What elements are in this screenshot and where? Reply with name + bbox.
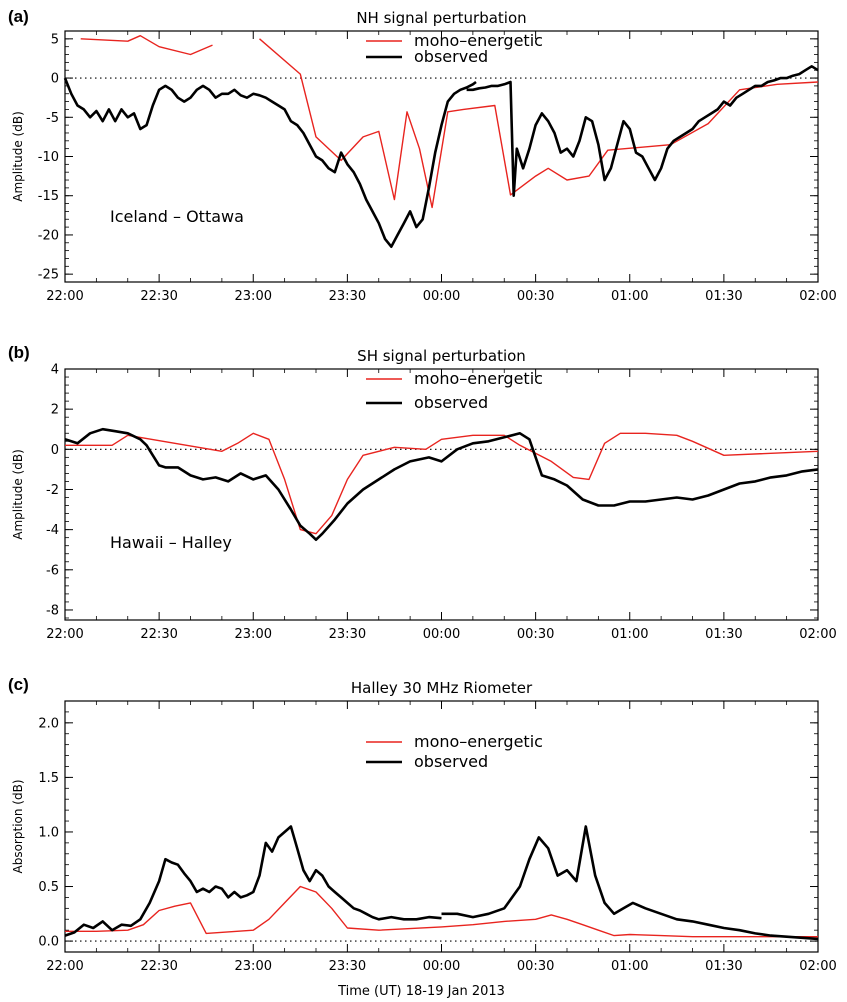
y-tick-label: 5: [51, 32, 59, 47]
x-tick-label: 01:00: [611, 289, 648, 304]
y-tick-label: 1.0: [38, 825, 59, 840]
legend-entry: mono–energetic: [414, 732, 543, 751]
y-tick-label: -6: [46, 563, 59, 578]
y-tick-label: -8: [46, 603, 59, 618]
path-annotation: Hawaii – Halley: [110, 533, 232, 552]
panel-title: NH signal perturbation: [356, 9, 526, 27]
panel-title: SH signal perturbation: [357, 347, 526, 365]
x-tick-label: 01:00: [611, 627, 648, 642]
mono-energetic-series-line: [65, 432, 819, 535]
y-axis-label: Amplitude (dB): [11, 449, 25, 540]
x-axis-label: Time (UT) 18-19 Jan 2013: [337, 984, 505, 999]
y-tick-label: 1.5: [38, 771, 59, 786]
x-tick-label: 23:00: [235, 959, 272, 974]
panel-2: (c) Halley 30 MHz Riometer Absorption (dB)…: [8, 675, 837, 974]
legend-entry: mono–energetic: [414, 369, 543, 388]
x-tick-label: 22:30: [140, 627, 177, 642]
path-annotation: Iceland – Ottawa: [110, 207, 244, 226]
x-tick-label: 00:00: [423, 627, 460, 642]
y-tick-label: 2.0: [38, 716, 59, 731]
mono-energetic-series-line: [259, 38, 819, 209]
x-tick-label: 22:00: [46, 959, 83, 974]
plot-frame: [64, 30, 819, 283]
x-tick-label: 01:00: [611, 959, 648, 974]
y-tick-label: -25: [38, 268, 59, 283]
mono-energetic-series-line: [80, 35, 213, 56]
y-tick-label: -20: [38, 228, 59, 243]
x-tick-label: 00:30: [517, 959, 554, 974]
x-tick-label: 23:30: [329, 959, 366, 974]
x-tick-label: 22:00: [46, 627, 83, 642]
legend-entry: observed: [414, 47, 488, 66]
x-tick-label: 22:30: [140, 959, 177, 974]
x-tick-label: 02:00: [799, 627, 836, 642]
x-tick-label: 23:00: [235, 627, 272, 642]
y-tick-label: 4: [51, 363, 59, 378]
x-tick-label: 22:30: [140, 289, 177, 304]
legend-entry: mono–energetic: [414, 31, 543, 50]
y-tick-label: 0: [51, 443, 59, 458]
y-tick-label: -4: [46, 523, 59, 538]
observed-series-line: [441, 825, 819, 941]
observed-series-line: [64, 427, 819, 542]
x-tick-label: 01:30: [705, 959, 742, 974]
legend-entry: observed: [414, 393, 488, 412]
panel-title: Halley 30 MHz Riometer: [351, 679, 533, 697]
y-tick-label: -15: [38, 189, 59, 204]
panel-label: (c): [8, 675, 29, 694]
x-tick-label: 23:00: [235, 289, 272, 304]
y-axis-label: Absorption (dB): [11, 780, 25, 874]
x-tick-label: 00:00: [423, 959, 460, 974]
y-tick-label: 0: [51, 72, 59, 87]
y-tick-label: 2: [51, 403, 59, 418]
observed-series-line: [63, 77, 477, 248]
y-tick-label: -2: [46, 483, 59, 498]
y-axis-label: Amplitude (dB): [11, 111, 25, 202]
x-tick-label: 01:30: [705, 289, 742, 304]
x-tick-label: 22:00: [46, 289, 83, 304]
x-tick-label: 00:30: [517, 627, 554, 642]
panel-1: (b) SH signal perturbation Amplitude (dB) 4…: [8, 343, 837, 642]
x-tick-label: 00:30: [517, 289, 554, 304]
x-tick-label: 01:30: [705, 627, 742, 642]
y-tick-label: 0.0: [38, 935, 59, 950]
observed-series-line: [466, 65, 819, 197]
x-tick-label: 00:00: [423, 289, 460, 304]
y-tick-label: -5: [46, 111, 59, 126]
y-tick-label: 0.5: [38, 880, 59, 895]
panel-0: (a) NH signal perturbation Amplitude (dB) 5…: [8, 7, 837, 304]
x-tick-label: 02:00: [799, 289, 836, 304]
y-tick-label: -10: [38, 150, 59, 165]
x-tick-label: 02:00: [799, 959, 836, 974]
panel-label: (a): [8, 7, 29, 26]
panel-label: (b): [8, 343, 30, 362]
observed-series-line: [64, 825, 442, 937]
x-tick-label: 23:30: [329, 289, 366, 304]
x-tick-label: 23:30: [329, 627, 366, 642]
legend-entry: observed: [414, 752, 488, 771]
mono-energetic-series-line: [65, 885, 818, 938]
